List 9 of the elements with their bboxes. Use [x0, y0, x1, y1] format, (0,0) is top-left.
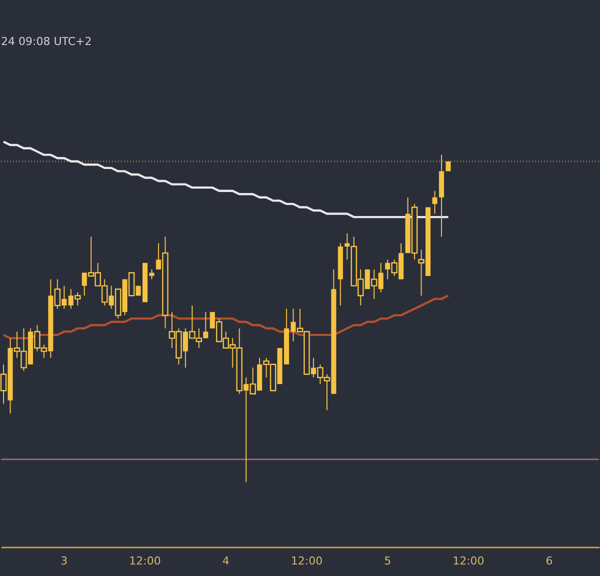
x-tick-label: 6 — [546, 554, 553, 568]
x-tick-label: 4 — [222, 554, 230, 568]
x-tick-label: 12:00 — [452, 554, 484, 568]
x-tick-label: 12:00 — [290, 554, 323, 568]
candlestick — [432, 190, 438, 214]
x-tick-label: 3 — [60, 554, 68, 568]
x-tick-label: 5 — [384, 554, 392, 568]
x-tick-label: 12:00 — [129, 554, 161, 568]
text: 24 09:08 UTC+2 — [1, 35, 92, 48]
